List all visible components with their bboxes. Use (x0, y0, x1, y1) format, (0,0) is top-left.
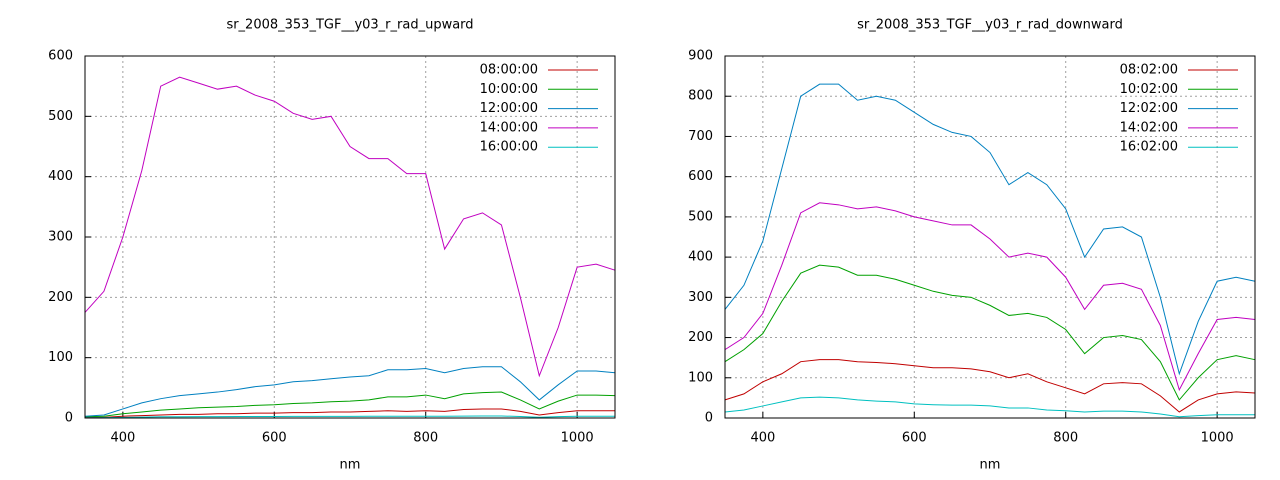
y-tick-label: 700 (688, 129, 713, 144)
y-tick-label: 0 (65, 411, 73, 426)
legend-label: 16:00:00 (480, 140, 538, 155)
x-tick-label: 600 (902, 431, 927, 446)
series-line (85, 408, 615, 418)
series-line (724, 264, 1256, 401)
x-axis-label: nm (980, 458, 1001, 473)
y-tick-label: 200 (688, 330, 713, 345)
series-line (724, 359, 1256, 413)
y-tick-label: 200 (48, 290, 73, 305)
x-tick-label: 600 (262, 431, 287, 446)
y-tick-label: 100 (688, 370, 713, 385)
plot-border (84, 55, 616, 419)
y-tick-label: 300 (48, 230, 73, 245)
y-tick-label: 300 (688, 290, 713, 305)
y-tick-label: 500 (688, 209, 713, 224)
x-tick-label: 800 (1053, 431, 1078, 446)
series-line (724, 83, 1256, 376)
plot-border (724, 55, 1256, 419)
y-tick-label: 600 (48, 49, 73, 64)
legend-label: 08:00:00 (480, 63, 538, 78)
series-line (84, 366, 616, 417)
series-line (724, 202, 1256, 392)
legend-label: 12:02:00 (1120, 101, 1178, 116)
legend-label: 12:00:00 (480, 101, 538, 116)
y-tick-label: 500 (48, 109, 73, 124)
legend-label: 16:02:00 (1120, 140, 1178, 155)
x-tick-label: 1000 (1201, 431, 1234, 446)
legend-label: 10:00:00 (480, 82, 538, 97)
x-tick-label: 400 (110, 431, 135, 446)
legend-label: 08:02:00 (1120, 63, 1178, 78)
x-tick-label: 400 (750, 431, 775, 446)
x-tick-label: 1000 (561, 431, 594, 446)
series-line (84, 76, 616, 378)
y-tick-label: 800 (688, 89, 713, 104)
y-tick-label: 0 (705, 411, 713, 426)
y-tick-label: 400 (48, 169, 73, 184)
legend-label: 10:02:00 (1120, 82, 1178, 97)
y-tick-label: 100 (48, 350, 73, 365)
chart-title: sr_2008_353_TGF__y03_r_rad_upward (226, 18, 473, 33)
chart-title: sr_2008_353_TGF__y03_r_rad_downward (857, 18, 1123, 33)
series-line (724, 396, 1255, 418)
series-line (84, 415, 615, 419)
legend-label: 14:02:00 (1120, 120, 1178, 135)
y-tick-label: 900 (688, 49, 713, 64)
x-tick-label: 800 (413, 431, 438, 446)
x-axis-label: nm (340, 458, 361, 473)
y-tick-label: 400 (688, 250, 713, 265)
series-line (84, 391, 616, 418)
y-tick-label: 600 (688, 169, 713, 184)
legend-label: 14:00:00 (480, 120, 538, 135)
